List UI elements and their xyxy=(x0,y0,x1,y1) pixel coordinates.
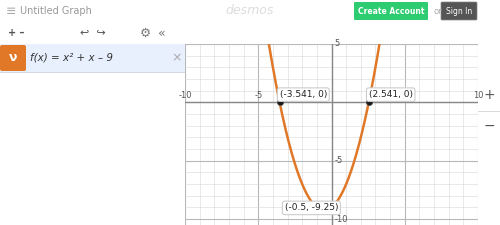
Text: ×: × xyxy=(172,52,182,65)
Text: ↩  ↪: ↩ ↪ xyxy=(80,28,106,38)
Text: «: « xyxy=(158,27,166,40)
Text: + –: + – xyxy=(8,28,24,38)
Text: -10: -10 xyxy=(334,215,348,224)
Text: ≡: ≡ xyxy=(6,4,16,18)
FancyBboxPatch shape xyxy=(354,2,428,20)
Text: (2.541, 0): (2.541, 0) xyxy=(368,90,412,99)
Text: +: + xyxy=(483,88,495,102)
Text: -5: -5 xyxy=(254,91,262,100)
Text: Create Account: Create Account xyxy=(358,7,424,16)
Text: f(x) = x² + x – 9: f(x) = x² + x – 9 xyxy=(30,53,113,63)
Text: ⚙: ⚙ xyxy=(140,27,151,40)
FancyBboxPatch shape xyxy=(0,45,26,71)
Text: 5: 5 xyxy=(402,91,407,100)
FancyBboxPatch shape xyxy=(441,2,477,20)
Text: -5: -5 xyxy=(334,156,342,165)
Text: or: or xyxy=(433,7,442,16)
Text: 10: 10 xyxy=(473,91,483,100)
Text: 5: 5 xyxy=(334,40,340,49)
Text: ν: ν xyxy=(9,52,17,65)
Text: (-0.5, -9.25): (-0.5, -9.25) xyxy=(284,203,338,212)
Text: (-3.541, 0): (-3.541, 0) xyxy=(280,90,327,99)
Bar xyxy=(0,44,185,72)
Text: −: − xyxy=(483,118,495,133)
Text: -10: -10 xyxy=(178,91,192,100)
Text: Untitled Graph: Untitled Graph xyxy=(20,6,92,16)
Text: Sign In: Sign In xyxy=(446,7,472,16)
Text: desmos: desmos xyxy=(226,4,274,18)
